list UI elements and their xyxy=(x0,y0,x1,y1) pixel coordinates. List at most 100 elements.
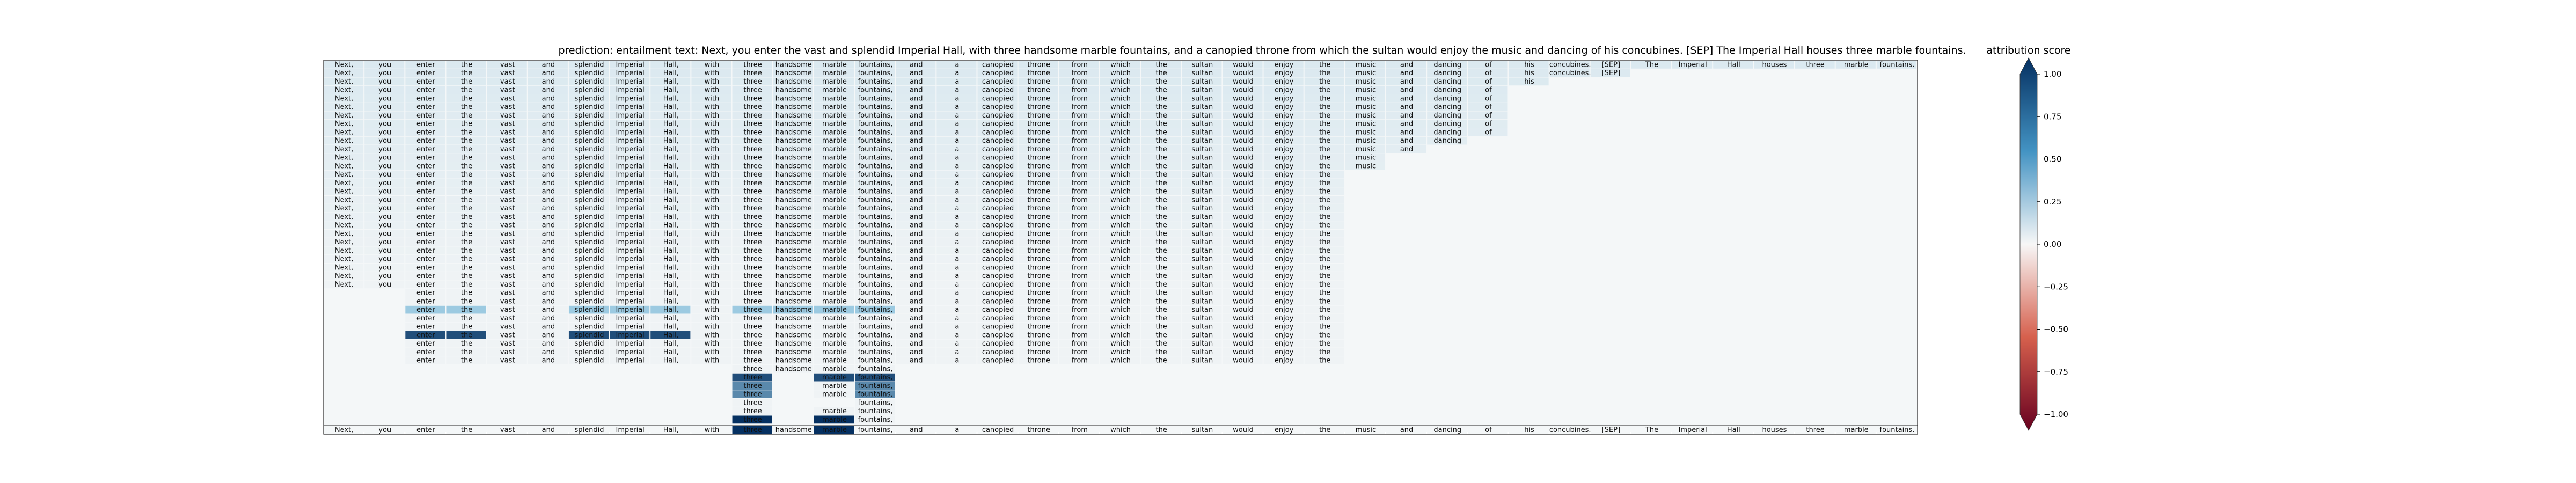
cell-token-label: marble xyxy=(822,103,847,111)
cell-token-label: music xyxy=(1356,112,1376,120)
cell-token-label: canopied xyxy=(982,78,1014,86)
heatmap-cell xyxy=(1100,111,1140,120)
heatmap-cell xyxy=(977,170,1018,179)
cell-token-label: handsome xyxy=(775,213,812,221)
heatmap-cell xyxy=(1100,331,1140,339)
cell-token-label: throne xyxy=(1027,297,1050,305)
cell-token-label: fountains, xyxy=(858,188,893,196)
heatmap-cell xyxy=(977,280,1018,289)
cell-token-label: Next, xyxy=(335,61,353,69)
chart-title: prediction: entailment text: Next, you e… xyxy=(558,45,1966,56)
cell-token-label: dancing xyxy=(1433,94,1461,103)
heatmap-cell xyxy=(732,297,772,305)
cell-token-label: enjoy xyxy=(1275,103,1294,111)
cell-token-label: enjoy xyxy=(1275,128,1294,136)
cell-token-label: the xyxy=(461,297,472,305)
heatmap-cell xyxy=(650,120,691,128)
cell-token-label: with xyxy=(705,230,720,238)
heatmap-cell xyxy=(487,179,527,187)
heatmap-cell xyxy=(1018,61,1058,69)
cell-token-label: [SEP] xyxy=(1602,61,1620,69)
cell-token-label: sultan xyxy=(1191,86,1213,94)
heatmap-cell xyxy=(1018,69,1058,77)
heatmap-cell xyxy=(1182,356,1222,364)
cell-token-label: handsome xyxy=(775,204,812,213)
heatmap-cell xyxy=(855,61,895,69)
heatmap-cell xyxy=(1059,94,1099,103)
heatmap-cell xyxy=(610,213,650,221)
cell-token-label: enter xyxy=(416,348,435,356)
cell-token-label: the xyxy=(1319,204,1330,213)
heatmap-cell xyxy=(896,179,936,187)
heatmap-cell xyxy=(1304,136,1344,145)
cell-token-label: and xyxy=(542,238,555,246)
baseline-token-label: houses xyxy=(1762,426,1787,434)
heatmap-cell xyxy=(691,230,731,238)
cell-token-label: enter xyxy=(416,331,435,339)
heatmap-cell xyxy=(1018,179,1058,187)
heatmap-cell xyxy=(528,94,568,103)
cell-token-label: vast xyxy=(500,78,515,86)
cell-token-label: and xyxy=(1400,128,1413,136)
heatmap-cell xyxy=(773,314,813,323)
cell-token-label: you xyxy=(378,61,391,69)
cell-token-label: handsome xyxy=(775,357,812,365)
heatmap-cell xyxy=(405,86,445,94)
heatmap-cell xyxy=(896,136,936,145)
cell-token-label: the xyxy=(1319,103,1330,111)
heatmap-cell xyxy=(896,255,936,263)
heatmap-cell xyxy=(691,77,731,86)
heatmap-cell xyxy=(1018,213,1058,221)
cell-token-label: the xyxy=(1319,340,1330,348)
cell-token-label: which xyxy=(1110,281,1131,289)
heatmap-cell xyxy=(487,264,527,272)
baseline-cell xyxy=(650,426,691,434)
heatmap-cell xyxy=(528,120,568,128)
heatmap-cell xyxy=(650,255,691,263)
cell-token-label: concubines. xyxy=(1549,69,1591,77)
heatmap-cell xyxy=(446,120,486,128)
cell-token-label: the xyxy=(1155,357,1167,365)
heatmap-cell xyxy=(405,348,445,356)
cell-token-label: a xyxy=(955,323,959,331)
cell-token-label: marble xyxy=(822,272,847,280)
cell-token-label: marble xyxy=(822,340,847,348)
heatmap-cell xyxy=(1263,289,1304,297)
cell-token-label: with xyxy=(705,61,720,69)
cell-token-label: and xyxy=(542,306,555,314)
baseline-token-label: handsome xyxy=(775,426,812,434)
heatmap-cell xyxy=(1386,86,1426,94)
cell-token-label: music xyxy=(1356,69,1376,77)
heatmap-cell xyxy=(610,69,650,77)
heatmap-cell xyxy=(364,170,405,179)
cell-token-label: enter xyxy=(416,281,435,289)
cell-token-label: marble xyxy=(1844,61,1869,69)
heatmap-cell xyxy=(610,145,650,153)
cell-token-label: and xyxy=(910,289,923,297)
cell-token-label: marble xyxy=(822,264,847,272)
cell-token-label: which xyxy=(1110,128,1131,136)
heatmap-cell xyxy=(1386,77,1426,86)
cell-token-label: enjoy xyxy=(1275,357,1294,365)
heatmap-cell xyxy=(324,86,364,94)
heatmap-cell xyxy=(1263,170,1304,179)
cell-token-label: sultan xyxy=(1191,78,1213,86)
cell-token-label: handsome xyxy=(775,120,812,128)
cell-token-label: and xyxy=(542,112,555,120)
cell-token-label: would xyxy=(1233,222,1254,230)
cell-token-label: enter xyxy=(416,61,435,69)
cell-token-label: handsome xyxy=(775,247,812,255)
heatmap-cell xyxy=(1182,162,1222,170)
heatmap-cell xyxy=(977,348,1018,356)
cell-token-label: would xyxy=(1233,289,1254,297)
heatmap-cell xyxy=(814,120,854,128)
cell-token-label: Next, xyxy=(335,179,353,187)
heatmap-cell xyxy=(650,356,691,364)
heatmap-cell xyxy=(610,61,650,69)
baseline-token-label: the xyxy=(1319,426,1330,434)
cell-token-label: handsome xyxy=(775,289,812,297)
cell-token-label: which xyxy=(1110,222,1131,230)
heatmap-cell xyxy=(446,170,486,179)
heatmap-cell xyxy=(814,86,854,94)
cell-token-label: canopied xyxy=(982,314,1014,323)
